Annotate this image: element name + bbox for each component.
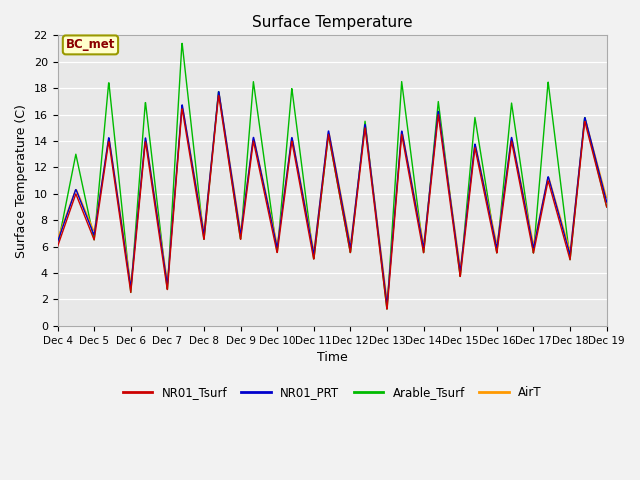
NR01_PRT (348, 231, 356, 237)
Arable_Tsurf (360, 128, 368, 133)
Line: Arable_Tsurf: Arable_Tsurf (58, 43, 607, 309)
NR01_Tsurf (492, 246, 500, 252)
NR01_PRT (215, 89, 223, 95)
X-axis label: Time: Time (317, 351, 348, 364)
NR01_Tsurf (207, 171, 214, 177)
Legend: NR01_Tsurf, NR01_PRT, Arable_Tsurf, AirT: NR01_Tsurf, NR01_PRT, Arable_Tsurf, AirT (118, 381, 547, 404)
AirT (348, 229, 356, 235)
AirT (215, 93, 223, 98)
AirT (207, 166, 214, 172)
Arable_Tsurf (383, 306, 391, 312)
NR01_Tsurf (214, 93, 222, 98)
Y-axis label: Surface Temperature (C): Surface Temperature (C) (15, 104, 28, 257)
NR01_PRT (555, 211, 563, 216)
Arable_Tsurf (603, 204, 611, 210)
Arable_Tsurf (348, 235, 356, 241)
Line: NR01_PRT: NR01_PRT (58, 92, 607, 303)
NR01_Tsurf (570, 221, 578, 227)
AirT (570, 215, 578, 221)
NR01_PRT (492, 242, 500, 248)
NR01_Tsurf (603, 204, 611, 210)
AirT (360, 131, 368, 136)
NR01_Tsurf (383, 306, 391, 312)
AirT (54, 235, 61, 240)
AirT (383, 294, 391, 300)
Arable_Tsurf (555, 164, 563, 169)
Text: BC_met: BC_met (66, 38, 115, 51)
NR01_PRT (570, 216, 578, 222)
Title: Surface Temperature: Surface Temperature (252, 15, 412, 30)
NR01_Tsurf (348, 236, 356, 242)
NR01_PRT (207, 166, 214, 172)
Arable_Tsurf (207, 167, 215, 172)
AirT (555, 209, 563, 215)
NR01_PRT (383, 300, 391, 306)
Arable_Tsurf (492, 245, 500, 251)
Arable_Tsurf (570, 220, 578, 226)
NR01_PRT (54, 239, 61, 245)
NR01_Tsurf (54, 244, 61, 250)
NR01_PRT (603, 199, 611, 205)
Arable_Tsurf (54, 244, 61, 250)
NR01_PRT (360, 129, 368, 135)
AirT (492, 238, 500, 244)
Line: NR01_Tsurf: NR01_Tsurf (58, 96, 607, 309)
NR01_Tsurf (360, 134, 368, 140)
NR01_Tsurf (555, 216, 563, 221)
AirT (603, 195, 611, 201)
Line: AirT: AirT (58, 96, 607, 297)
Arable_Tsurf (179, 40, 186, 46)
